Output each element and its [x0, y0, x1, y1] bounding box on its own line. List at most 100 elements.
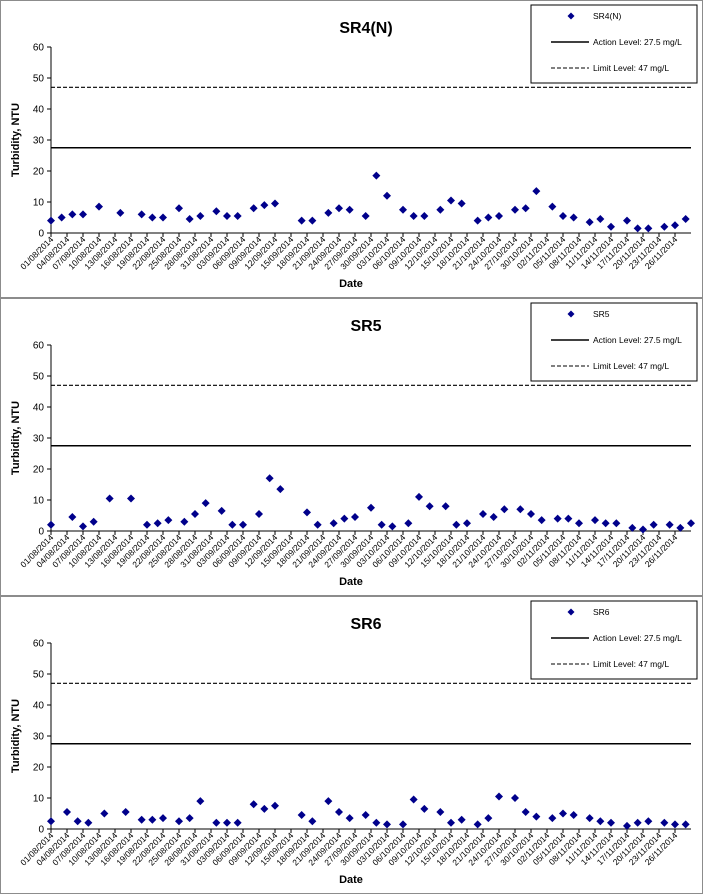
data-point	[105, 494, 114, 503]
data-point	[383, 820, 391, 829]
data-point	[335, 807, 343, 816]
data-point	[649, 520, 658, 529]
data-point	[420, 211, 429, 220]
data-point	[84, 818, 93, 827]
chart-panel-sr4n: SR4(N) 0 10 20 30 40 50 60 01/08/2014 04/08/2014 0…	[0, 0, 703, 298]
data-point	[633, 224, 642, 233]
data-point	[255, 509, 263, 518]
data-point	[463, 519, 471, 528]
data-point	[239, 520, 247, 529]
y-tick-label: 50	[33, 670, 45, 681]
y-tick-label: 40	[33, 105, 45, 116]
data-point	[436, 807, 445, 816]
data-point	[143, 520, 151, 529]
data-point	[175, 204, 183, 213]
data-point	[687, 519, 695, 528]
data-point	[324, 208, 333, 217]
data-point	[303, 508, 311, 517]
data-point	[521, 807, 530, 816]
y-tick-label: 10	[33, 794, 45, 805]
data-point	[639, 525, 647, 534]
data-point	[511, 205, 519, 214]
y-tick-label: 60	[33, 639, 45, 650]
data-point	[671, 820, 679, 829]
legend-entry-label: SR5	[593, 309, 610, 319]
data-point	[404, 519, 413, 528]
y-tick-label: 0	[38, 229, 44, 240]
x-axis-title: Date	[339, 576, 363, 588]
data-point	[276, 485, 285, 494]
data-point	[644, 224, 653, 233]
data-point	[79, 210, 87, 219]
data-point	[63, 807, 71, 816]
data-point	[79, 522, 87, 531]
y-tick-label: 0	[38, 825, 44, 836]
data-point	[372, 818, 381, 827]
data-point	[383, 191, 391, 200]
data-point	[537, 516, 546, 525]
data-point	[100, 809, 109, 818]
data-point	[127, 494, 135, 503]
data-point	[159, 213, 167, 222]
y-tick-label: 30	[33, 434, 45, 445]
turbidity-chart-sr5: SR5010203040506001/08/201404/08/201407/0…	[10, 302, 698, 588]
legend-marker-icon	[567, 310, 575, 318]
data-point	[575, 519, 583, 528]
y-tick-label: 40	[33, 701, 45, 712]
y-tick-label: 20	[33, 763, 45, 774]
data-point	[223, 818, 231, 827]
data-point	[420, 804, 429, 813]
data-point	[511, 794, 519, 802]
data-point	[569, 213, 578, 222]
y-tick-label: 60	[33, 341, 45, 352]
data-point	[591, 516, 599, 525]
data-point	[249, 204, 258, 213]
data-point	[367, 503, 375, 512]
chart-title: SR4(N)	[339, 20, 392, 37]
data-point	[612, 519, 621, 528]
data-point	[548, 814, 557, 823]
y-tick-label: 50	[33, 372, 45, 383]
data-point	[660, 818, 669, 827]
data-point	[137, 210, 146, 219]
data-point	[260, 804, 269, 813]
data-point	[633, 818, 642, 827]
data-point	[185, 215, 194, 224]
y-tick-label: 30	[33, 732, 45, 743]
data-point	[159, 814, 167, 823]
data-point	[137, 815, 146, 824]
legend-entry-label: Action Level: 27.5 mg/L	[593, 633, 682, 643]
y-axis-title: Turbidity, NTU	[10, 401, 22, 475]
data-point	[601, 519, 610, 528]
y-tick-label: 10	[33, 496, 45, 507]
data-point	[308, 216, 317, 225]
legend-box	[530, 4, 698, 84]
turbidity-chart-sr4n: SR4(N)010203040506001/08/201404/08/20140…	[10, 4, 698, 290]
chart-panel-sr6: SR6 0 10 20 30 40 50 60 01/08/2014 04/08/2014 07/0…	[0, 596, 703, 894]
data-point	[628, 523, 637, 532]
data-point	[223, 211, 231, 220]
data-point	[249, 800, 258, 809]
data-point	[148, 213, 157, 222]
data-point	[324, 797, 333, 806]
data-point	[665, 520, 674, 529]
data-point	[265, 474, 274, 483]
data-point	[623, 216, 631, 225]
data-point	[473, 216, 482, 225]
data-point	[47, 520, 55, 529]
data-point	[153, 519, 162, 528]
data-point	[271, 199, 279, 208]
data-point	[271, 801, 279, 810]
data-point	[89, 517, 98, 526]
y-tick-label: 60	[33, 43, 45, 54]
data-point	[399, 820, 407, 829]
data-point	[457, 815, 466, 824]
data-point	[57, 213, 66, 222]
data-point	[671, 221, 679, 230]
data-point	[484, 213, 493, 222]
y-tick-label: 30	[33, 136, 45, 147]
data-point	[308, 817, 317, 826]
data-point	[148, 815, 157, 824]
y-axis-title: Turbidity, NTU	[10, 103, 22, 177]
data-point	[495, 792, 503, 801]
